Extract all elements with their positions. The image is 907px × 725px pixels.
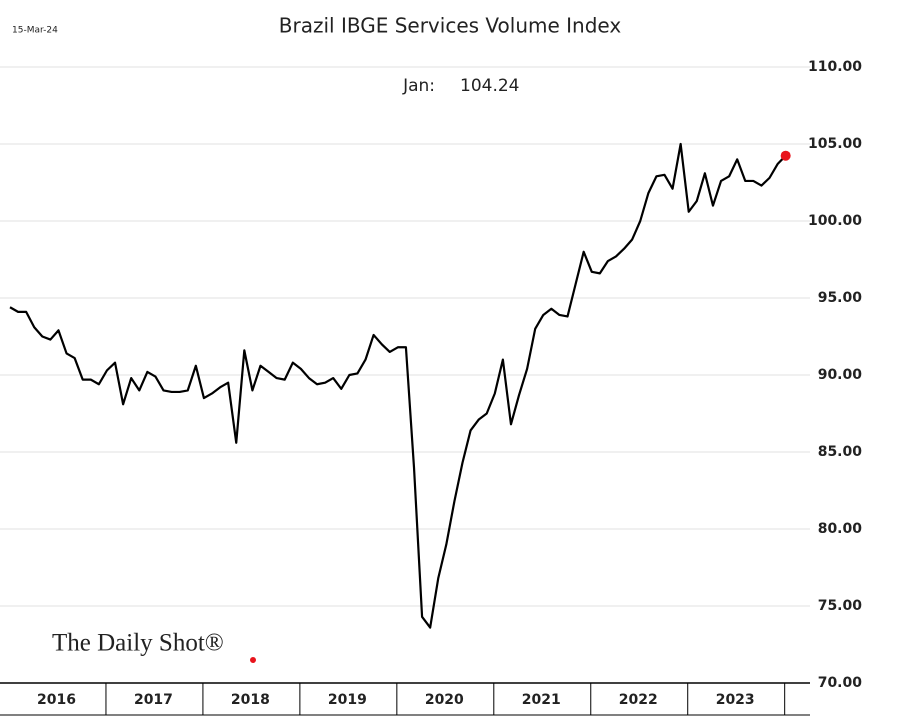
annotation-value: 104.24	[460, 76, 519, 96]
last-point	[780, 150, 791, 161]
date: 15-Mar-24	[12, 26, 58, 36]
chart-title: Brazil IBGE Services Volume Index	[279, 14, 622, 38]
x-tick-label: 2018	[231, 692, 270, 708]
y-tick-label: 95.00	[818, 290, 863, 306]
y-tick-label: 105.00	[808, 136, 862, 152]
y-tick-label: 75.00	[818, 598, 863, 614]
x-tick-label: 2021	[522, 692, 561, 708]
y-tick-label: 110.00	[808, 59, 862, 75]
annotation-label: Jan:	[402, 76, 435, 96]
x-tick-label: 2020	[425, 692, 464, 708]
x-tick-label: 2023	[716, 692, 755, 708]
y-tick-label: 90.00	[818, 367, 863, 383]
y-tick-label: 80.00	[818, 521, 863, 537]
y-tick-label: 85.00	[818, 444, 863, 460]
x-tick-label: 2022	[619, 692, 658, 708]
x-tick-label: 2016	[37, 692, 76, 708]
series-line	[9, 142, 787, 629]
x-tick-label: 2019	[328, 692, 367, 708]
logo-dot	[250, 657, 256, 663]
x-tick-label: 2017	[134, 692, 173, 708]
y-tick-label: 70.00	[818, 675, 863, 691]
y-tick-label: 100.00	[808, 213, 862, 229]
source-logo: The Daily Shot®	[52, 630, 224, 657]
